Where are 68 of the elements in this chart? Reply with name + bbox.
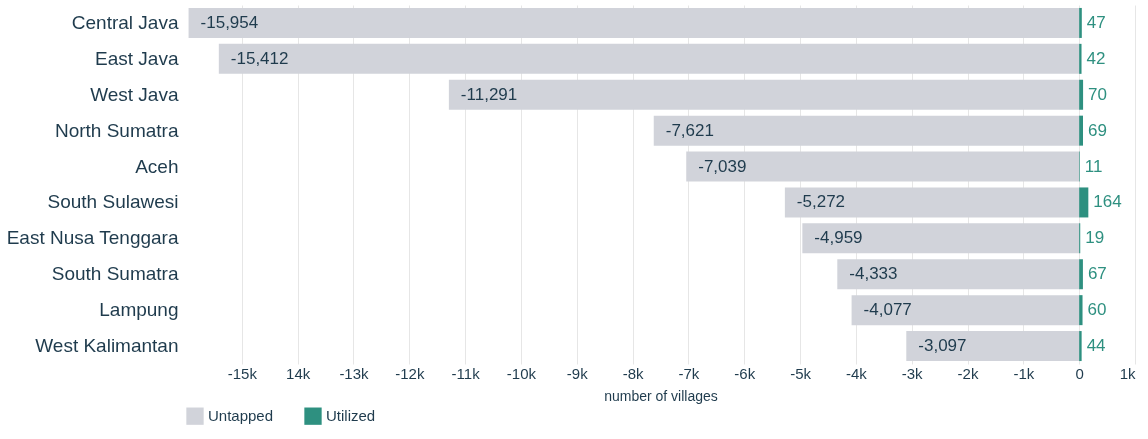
x-tick-label: 14k [286, 364, 311, 382]
x-tick-label: 0 [1075, 364, 1084, 382]
bar [1079, 79, 1084, 110]
data-label: -4,077 [863, 300, 912, 320]
data-label: 60 [1087, 300, 1107, 320]
x-tick-label: -15k [227, 364, 258, 382]
bar [1079, 115, 1084, 146]
legend-label: Untapped [208, 407, 274, 425]
bar [1079, 259, 1083, 290]
data-label: 69 [1088, 120, 1107, 140]
data-label: -4,333 [849, 264, 898, 284]
data-label: -11,291 [460, 84, 518, 104]
bar [802, 223, 1080, 254]
bar [1079, 331, 1082, 362]
bar [784, 187, 1080, 218]
y-tick-label: Lampung [99, 299, 179, 321]
data-label: -15,954 [200, 12, 259, 32]
y-tick-label: East Nusa Tenggara [6, 227, 179, 249]
data-label: 19 [1085, 228, 1105, 248]
y-tick-label: South Sumatra [51, 263, 179, 285]
x-tick-label: -6k [734, 364, 756, 382]
x-tick-label: -7k [678, 364, 700, 382]
y-tick-label: South Sulawesi [47, 191, 179, 213]
y-tick-label: West Java [90, 83, 179, 105]
data-label: 47 [1086, 12, 1106, 32]
data-label: -7,621 [665, 120, 714, 140]
data-label: 42 [1086, 48, 1106, 68]
data-label: 164 [1093, 192, 1122, 212]
bar [1079, 295, 1083, 326]
data-label: 70 [1088, 84, 1108, 104]
y-tick-label: East Java [95, 47, 179, 69]
x-tick-label: -5k [790, 364, 812, 382]
data-label: 67 [1087, 264, 1107, 284]
x-tick-label: -2k [957, 364, 979, 382]
bar [686, 151, 1080, 182]
legend-label: Utilized [326, 407, 376, 425]
bar [653, 115, 1080, 146]
data-label: 44 [1086, 336, 1106, 356]
data-label: -3,097 [918, 336, 967, 356]
x-axis-title: number of villages [604, 387, 718, 404]
x-tick-label: 1k [1119, 364, 1136, 382]
x-tick-label: -9k [566, 364, 589, 382]
bar [837, 259, 1080, 290]
y-tick-label: Central Java [71, 11, 179, 33]
x-tick-label: -10k [506, 364, 537, 382]
bar [1079, 43, 1082, 74]
x-tick-label: -13k [339, 364, 370, 382]
bar [906, 331, 1080, 362]
x-tick-label: -3k [901, 364, 924, 382]
data-label: -5,272 [796, 192, 846, 212]
bar [851, 295, 1080, 326]
data-label: -15,412 [230, 48, 289, 68]
bar [448, 79, 1080, 110]
bar [1079, 187, 1089, 218]
data-label: 11 [1084, 156, 1103, 176]
x-tick-label: -12k [395, 364, 425, 382]
bar [188, 7, 1080, 38]
data-label: -7,039 [698, 156, 747, 176]
y-tick-label: Aceh [135, 155, 179, 177]
y-tick-label: West Kalimantan [35, 335, 179, 357]
y-tick-label: North Sumatra [54, 119, 179, 141]
x-tick-label: -11k [451, 364, 481, 382]
x-tick-label: -4k [845, 364, 868, 382]
data-label: -4,959 [814, 228, 863, 248]
bar [218, 43, 1080, 74]
x-tick-label: -8k [622, 364, 644, 382]
bar [1079, 7, 1082, 38]
x-tick-label: -1k [1013, 364, 1035, 382]
